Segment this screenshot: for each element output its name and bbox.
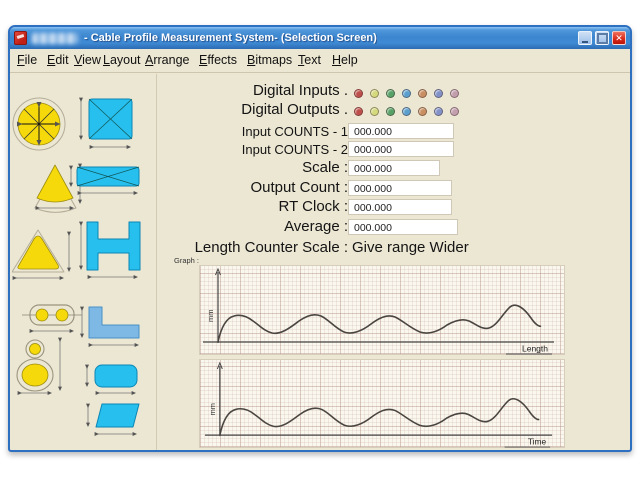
app-window: - Cable Profile Measurement System- (Sel… [8, 25, 632, 452]
menubar: File Edit View Layout Arrange Effects Bi… [10, 49, 630, 73]
shape-triangle-profile[interactable] [12, 229, 71, 280]
led-indicator [450, 107, 459, 116]
input-counts-1-field[interactable] [348, 123, 454, 139]
led-indicator [354, 89, 363, 98]
led-indicator [386, 89, 395, 98]
menu-help[interactable]: Help [332, 53, 358, 67]
shape-rectangle-profile[interactable] [69, 165, 140, 195]
rt-clock-label: RT Clock : [278, 198, 348, 215]
waveform-trace [217, 304, 542, 343]
digital-inputs-label: Digital Inputs . [252, 82, 348, 99]
shape-keyhole-profile[interactable] [16, 337, 62, 395]
shape-square-profile[interactable] [79, 97, 133, 149]
graph-section-label: Graph : [174, 256, 200, 265]
led-indicator [450, 89, 459, 98]
scale-field[interactable] [348, 160, 440, 176]
led-indicator [370, 107, 379, 116]
menu-edit[interactable]: Edit [47, 53, 69, 67]
led-indicator [402, 107, 411, 116]
menu-view[interactable]: View [74, 53, 101, 67]
led-indicator [402, 89, 411, 98]
window-title: - Cable Profile Measurement System- (Sel… [84, 32, 377, 44]
led-indicator [386, 107, 395, 116]
menu-bitmaps[interactable]: Bitmaps [247, 53, 293, 67]
led-indicator [434, 107, 443, 116]
led-indicator [434, 89, 443, 98]
length-counter-scale-value: Give range Wider [352, 239, 469, 256]
led-indicator [418, 107, 427, 116]
minimize-button[interactable] [578, 31, 592, 45]
window-controls: ✕ [578, 31, 626, 45]
input-counts-1-label: Input COUNTS - 1 [241, 124, 348, 139]
average-label: Average : [284, 218, 348, 235]
menu-text[interactable]: Text [298, 53, 321, 67]
app-icon [14, 31, 27, 45]
digital-inputs-leds [354, 89, 459, 98]
led-indicator [354, 107, 363, 116]
shape-h-beam-profile[interactable] [79, 221, 141, 279]
input-counts-2-label: Input COUNTS - 2 [241, 142, 348, 157]
blurred-app-name [32, 32, 78, 44]
shape-palette-drawings [12, 97, 141, 436]
y-axis-label: mm [206, 310, 215, 323]
x-axis-label: Time [528, 437, 547, 447]
led-indicator [418, 89, 427, 98]
length-graph: mm Length [199, 265, 565, 355]
menu-file[interactable]: File [17, 53, 38, 67]
digital-outputs-label: Digital Outputs . [241, 101, 348, 118]
menu-arrange[interactable]: Arrange [145, 53, 190, 67]
waveform-trace [219, 397, 540, 436]
close-icon: ✕ [615, 32, 623, 43]
digital-outputs-leds [354, 107, 459, 116]
rt-clock-field[interactable] [348, 199, 452, 215]
x-axis-label: Length [522, 344, 548, 354]
shape-rounded-rect-profile[interactable] [85, 364, 138, 395]
shape-twin-core-profile[interactable] [22, 304, 82, 333]
shape-l-angle-profile[interactable] [80, 306, 140, 347]
titlebar[interactable]: - Cable Profile Measurement System- (Sel… [10, 27, 630, 49]
shape-parallelogram-profile[interactable] [86, 403, 140, 436]
menu-effects[interactable]: Effects [199, 53, 237, 67]
output-count-field[interactable] [348, 180, 452, 196]
time-graph: mm Time [199, 359, 565, 448]
shape-sector-profile[interactable] [34, 163, 82, 213]
led-indicator [370, 89, 379, 98]
shape-circle-profile[interactable] [12, 97, 66, 151]
maximize-button[interactable] [595, 31, 609, 45]
y-axis-label: mm [208, 403, 217, 415]
length-counter-scale-label: Length Counter Scale : [194, 239, 348, 256]
average-field[interactable] [348, 219, 458, 235]
menu-layout[interactable]: Layout [103, 53, 141, 67]
output-count-label: Output Count : [250, 179, 348, 196]
input-counts-2-field[interactable] [348, 141, 454, 157]
shape-palette [10, 74, 157, 450]
scale-label: Scale : [302, 159, 348, 176]
close-button[interactable]: ✕ [612, 31, 626, 45]
